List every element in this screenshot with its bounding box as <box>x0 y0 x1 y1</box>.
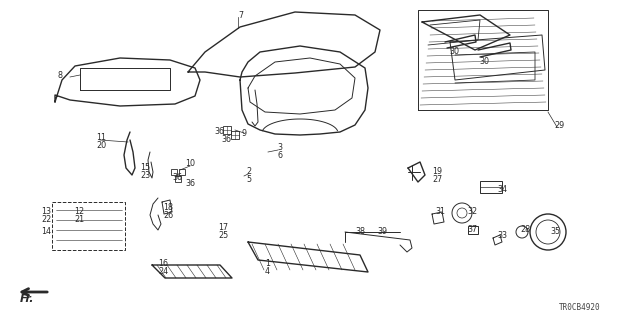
Text: 6: 6 <box>277 151 282 161</box>
Text: 36: 36 <box>214 126 224 135</box>
Text: 33: 33 <box>497 230 507 239</box>
Text: 37: 37 <box>467 225 477 234</box>
Text: 9: 9 <box>242 130 247 139</box>
Bar <box>175 176 181 182</box>
Bar <box>179 169 185 175</box>
Text: 11: 11 <box>96 133 106 142</box>
Text: 30: 30 <box>479 58 489 67</box>
Text: 17: 17 <box>218 222 228 231</box>
Text: 14: 14 <box>41 228 51 236</box>
Text: 15: 15 <box>140 164 150 172</box>
Text: 8: 8 <box>58 70 63 79</box>
Text: 28: 28 <box>520 225 530 234</box>
Text: 29: 29 <box>554 122 564 131</box>
Text: 1: 1 <box>265 259 270 268</box>
Text: 38: 38 <box>355 228 365 236</box>
Text: 23: 23 <box>140 172 150 180</box>
Text: 30: 30 <box>449 46 459 55</box>
Bar <box>468 226 478 234</box>
Text: 39: 39 <box>377 228 387 236</box>
Text: TR0CB4920: TR0CB4920 <box>559 303 601 313</box>
Text: 3: 3 <box>277 143 282 153</box>
Text: 22: 22 <box>41 214 51 223</box>
Text: 4: 4 <box>265 267 270 276</box>
Text: 31: 31 <box>435 206 445 215</box>
Bar <box>231 131 239 139</box>
Text: 7: 7 <box>238 11 243 20</box>
Text: 27: 27 <box>432 174 442 183</box>
Text: 21: 21 <box>74 214 84 223</box>
Text: 36: 36 <box>172 172 182 181</box>
Text: Fr.: Fr. <box>20 294 35 304</box>
Text: 26: 26 <box>163 211 173 220</box>
Text: 35: 35 <box>550 228 560 236</box>
Text: 2: 2 <box>246 167 251 177</box>
Text: 32: 32 <box>467 206 477 215</box>
Text: 20: 20 <box>96 141 106 150</box>
Text: 24: 24 <box>158 267 168 276</box>
Bar <box>171 169 177 175</box>
Text: 34: 34 <box>497 185 507 194</box>
Text: 36: 36 <box>221 135 231 145</box>
Text: 25: 25 <box>218 230 228 239</box>
Text: 12: 12 <box>74 206 84 215</box>
Text: 13: 13 <box>41 206 51 215</box>
Text: 19: 19 <box>432 166 442 175</box>
Text: 5: 5 <box>246 175 251 185</box>
Bar <box>223 126 231 134</box>
Bar <box>480 181 502 193</box>
Text: 10: 10 <box>185 159 195 169</box>
Text: 18: 18 <box>163 203 173 212</box>
Text: 16: 16 <box>158 259 168 268</box>
Text: 36: 36 <box>185 180 195 188</box>
